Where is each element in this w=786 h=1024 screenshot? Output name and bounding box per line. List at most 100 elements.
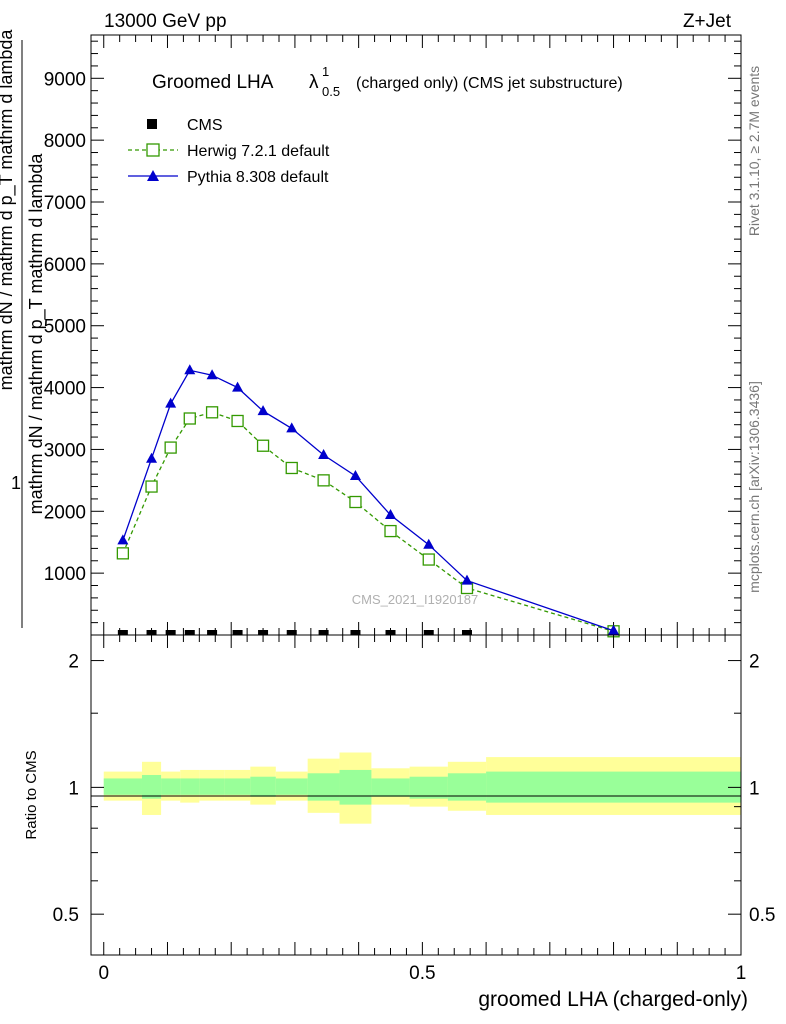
herwig-marker (116, 547, 130, 560)
herwig-marker (256, 439, 270, 452)
ratio-stat-band (339, 769, 372, 805)
ratio-stat-band (103, 778, 142, 795)
y-tick-label: 1000 (44, 564, 86, 585)
ratio-stat-band (409, 776, 448, 799)
cms-data-point (207, 630, 218, 635)
ratio-y-tick-label-right: 1 (749, 778, 760, 799)
ratio-stat-band (307, 773, 340, 801)
ratio-axis-ticks (91, 635, 742, 955)
y-tick-label: 2000 (44, 502, 86, 523)
cms-data-point (146, 630, 157, 635)
y-axis-label-alt: mathrm dN / mathrm d p_T mathrm d lambda (0, 29, 17, 391)
herwig-marker (205, 406, 219, 419)
pythia-marker (349, 470, 361, 481)
ratio-y-axis-label: Ratio to CMS (23, 750, 40, 839)
herwig-marker (164, 441, 177, 454)
cms-data-point (286, 630, 297, 635)
legend-cms-marker (147, 119, 157, 129)
plot-title-main: Groomed LHA (152, 72, 274, 93)
cms-data-point (423, 630, 434, 635)
ratio-stat-band (371, 778, 410, 797)
ratio-stat-band (486, 771, 741, 803)
legend: CMS Herwig 7.2.1 default Pythia 8.308 de… (128, 117, 330, 186)
y-tick-label: 7000 (44, 193, 86, 214)
pythia-marker (232, 381, 244, 392)
ratio-stat-band (224, 778, 251, 795)
cms-data-point (461, 630, 472, 635)
pythia-marker (318, 449, 330, 459)
ratio-stat-band (250, 776, 276, 797)
plot-title-sub: 0.5 (322, 84, 340, 99)
y-axis-label-denominator: mathrm dN / mathrm d p_T mathrm d lambda (26, 153, 47, 515)
ratio-bands-layer (103, 752, 741, 824)
pythia-marker (257, 405, 269, 416)
plot-title-suffix: (charged only) (CMS jet substructure) (356, 75, 623, 92)
pythia-marker (423, 538, 435, 549)
herwig-marker (145, 480, 158, 493)
x-tick-label: 0.5 (409, 963, 435, 984)
pythia-marker (165, 397, 177, 408)
ratio-stat-band (141, 774, 162, 799)
plot-title-sup: 1 (322, 64, 329, 79)
pythia-marker (385, 509, 397, 519)
y-tick-label: 9000 (44, 69, 86, 90)
plot-title-symbol: λ (309, 72, 319, 93)
herwig-marker (317, 474, 330, 487)
y-tick-label: 3000 (44, 440, 86, 461)
analysis-watermark: CMS_2021_I1920187 (352, 592, 479, 607)
pythia-marker (461, 574, 473, 585)
ratio-plot-frame (90, 634, 742, 956)
header-energy-label: 13000 GeV pp (104, 11, 227, 32)
x-axis-label: groomed LHA (charged-only) (478, 988, 748, 1011)
y-tick-label: 6000 (44, 255, 86, 276)
main-axis-ticks (91, 35, 742, 635)
legend-herwig-label: Herwig 7.2.1 default (187, 143, 330, 160)
herwig-marker (285, 461, 298, 475)
y-tick-label: 8000 (44, 131, 86, 152)
legend-pythia-marker (147, 170, 159, 181)
legend-cms-label: CMS (187, 117, 223, 134)
pythia-marker (146, 452, 158, 463)
main-y-tick-labels: 1000 2000 3000 4000 5000 6000 7000 8000 9000 (44, 69, 86, 585)
herwig-marker (183, 412, 196, 425)
ratio-stat-band (180, 778, 200, 795)
herwig-marker (231, 414, 244, 428)
pythia-marker (206, 369, 218, 380)
cms-data-point (258, 630, 269, 635)
x-tick-labels: 0 0.5 1 (98, 963, 746, 984)
ratio-y-tick-label: 1 (68, 778, 79, 799)
x-tick-label: 0 (98, 963, 109, 984)
main-data-layer (116, 364, 620, 638)
ratio-stat-band (447, 773, 487, 801)
herwig-marker (422, 553, 435, 566)
pythia-line (122, 369, 614, 632)
y-tick-label: 4000 (44, 379, 86, 400)
ratio-stat-band (275, 778, 308, 795)
pythia-marker (608, 624, 620, 635)
ratio-stat-band (161, 778, 181, 795)
plot-title: Groomed LHA λ 1 0.5 (charged only) (CMS … (152, 64, 623, 99)
cms-data-point (232, 630, 243, 635)
y-tick-label: 5000 (44, 317, 86, 338)
pythia-marker (286, 422, 298, 433)
ratio-y-tick-label: 2 (68, 652, 79, 673)
cms-data-point (318, 630, 329, 635)
herwig-marker (349, 495, 362, 509)
mcplots-credit-text: mcplots.cern.ch [arXiv:1306.3436] (746, 381, 762, 593)
cms-data-point (117, 630, 128, 635)
x-tick-label: 1 (736, 963, 747, 984)
cms-data-point (350, 630, 361, 635)
ratio-y-tick-label-right: 0.5 (749, 905, 775, 926)
ratio-y-tick-label-right: 2 (749, 652, 760, 673)
legend-herwig-marker (146, 143, 160, 157)
herwig-marker (384, 524, 397, 538)
y-axis-label-numerator: 1 (11, 473, 21, 493)
pythia-marker (117, 534, 129, 545)
header-process-label: Z+Jet (683, 11, 732, 32)
legend-pythia-label: Pythia 8.308 default (187, 169, 329, 186)
pythia-marker (184, 364, 196, 375)
cms-data-point (184, 630, 195, 635)
rivet-version-text: Rivet 3.1.10, ≥ 2.7M events (746, 66, 762, 236)
cms-data-point (385, 630, 396, 635)
